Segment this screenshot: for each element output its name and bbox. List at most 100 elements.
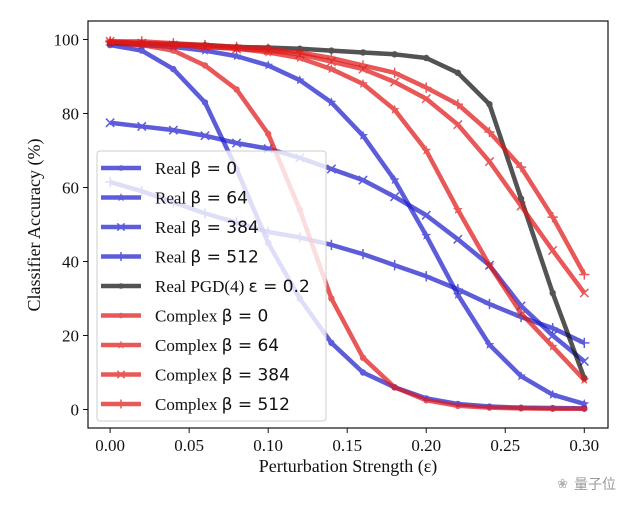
data-point (454, 69, 462, 77)
legend-swatch (101, 193, 141, 202)
data-point (484, 260, 495, 270)
data-point (547, 330, 558, 341)
data-point (391, 51, 398, 58)
legend-label: Complex β = 512 (155, 395, 290, 415)
legend-item: Real β = 512 (101, 248, 259, 268)
series-line (110, 39, 587, 276)
data-point (579, 269, 590, 280)
data-point (231, 51, 242, 61)
legend-swatch (101, 165, 141, 171)
legend-item: Complex β = 0 (101, 307, 268, 327)
data-point (201, 99, 209, 106)
data-point (549, 405, 556, 412)
data-point (484, 339, 495, 349)
x-tick-label: 0.25 (490, 436, 520, 455)
data-point (579, 374, 590, 385)
data-point (579, 288, 589, 298)
data-point (389, 192, 400, 202)
data-point (516, 308, 526, 318)
legend-item: Real β = 384 (101, 218, 259, 238)
data-point (359, 354, 367, 361)
data-point (484, 156, 495, 167)
legend-label: Complex β = 0 (155, 307, 268, 327)
data-point (294, 47, 305, 58)
data-point (389, 67, 400, 78)
data-point (452, 99, 463, 110)
data-point (231, 138, 242, 148)
data-point (579, 337, 590, 349)
data-point (328, 339, 335, 347)
series-line (109, 40, 585, 407)
data-point (138, 47, 145, 54)
series-line (109, 40, 585, 412)
legend-swatch (101, 283, 141, 289)
data-point (581, 405, 588, 412)
data-point (105, 118, 115, 128)
y-tick-label: 0 (71, 401, 80, 420)
data-point (326, 164, 337, 174)
data-point (389, 260, 400, 271)
data-point (423, 397, 430, 404)
data-point (484, 298, 495, 310)
data-point (389, 174, 400, 185)
data-point (199, 39, 211, 51)
legend-label: Complex β = 384 (155, 366, 290, 386)
data-point (294, 75, 305, 85)
axis-ticks: 0.00 0.05 0.10 0.15 0.20 0.25 0.30 0 20 40 60 80 100 (54, 31, 600, 456)
legend-item: Complex β = 384 (101, 366, 290, 386)
data-point (168, 125, 179, 135)
y-axis-label: Classifier Accuracy (%) (24, 139, 45, 312)
data-point (579, 398, 590, 409)
data-point (486, 101, 493, 108)
legend-item: Real β = 0 (101, 159, 237, 179)
data-point (358, 175, 368, 185)
legend-swatch (101, 312, 141, 319)
watermark-text: 量子位 (574, 477, 616, 493)
data-point (421, 82, 432, 93)
data-point (359, 369, 367, 376)
data-point (326, 52, 337, 64)
y-tick-label: 40 (62, 253, 79, 272)
legend-label: Real PGD(4) ε = 0.2 (155, 277, 310, 297)
legend-swatch (101, 399, 141, 409)
data-point (201, 62, 209, 69)
data-point (486, 404, 493, 411)
data-point (547, 245, 558, 256)
data-point (547, 341, 558, 351)
data-point (263, 43, 274, 54)
data-point (231, 41, 242, 53)
data-point (359, 49, 367, 56)
data-point (391, 384, 398, 391)
data-point (421, 145, 432, 155)
y-tick-label: 100 (54, 31, 80, 50)
data-point (326, 239, 337, 250)
x-tick-label: 0.05 (174, 436, 204, 455)
legend-swatch (101, 252, 141, 261)
legend-swatch (101, 340, 141, 349)
plot-frame (87, 20, 609, 429)
data-point (105, 36, 116, 47)
x-tick-label: 0.15 (332, 436, 362, 455)
legend: Real β = 0 Real β = 64 Real β = 384 Real β … (96, 150, 327, 422)
data-point (136, 36, 147, 47)
data-point (453, 119, 463, 130)
legend-box (96, 150, 327, 422)
data-point (516, 371, 526, 381)
data-point (233, 86, 240, 93)
y-tick-label: 20 (62, 327, 79, 346)
data-point (200, 131, 210, 141)
data-point (328, 47, 335, 54)
data-point (421, 271, 432, 282)
data-point (516, 201, 526, 211)
data-point (357, 248, 369, 260)
legend-label: Real β = 512 (155, 248, 259, 268)
legend-item: Real PGD(4) ε = 0.2 (101, 277, 310, 297)
x-axis-label: Perturbation Strength (ε) (259, 456, 438, 477)
data-point (547, 322, 558, 334)
legend-item: Real β = 64 (101, 189, 248, 209)
y-tick-label: 60 (62, 179, 79, 198)
data-point (326, 97, 337, 107)
data-point (358, 130, 368, 140)
data-point (328, 295, 335, 302)
